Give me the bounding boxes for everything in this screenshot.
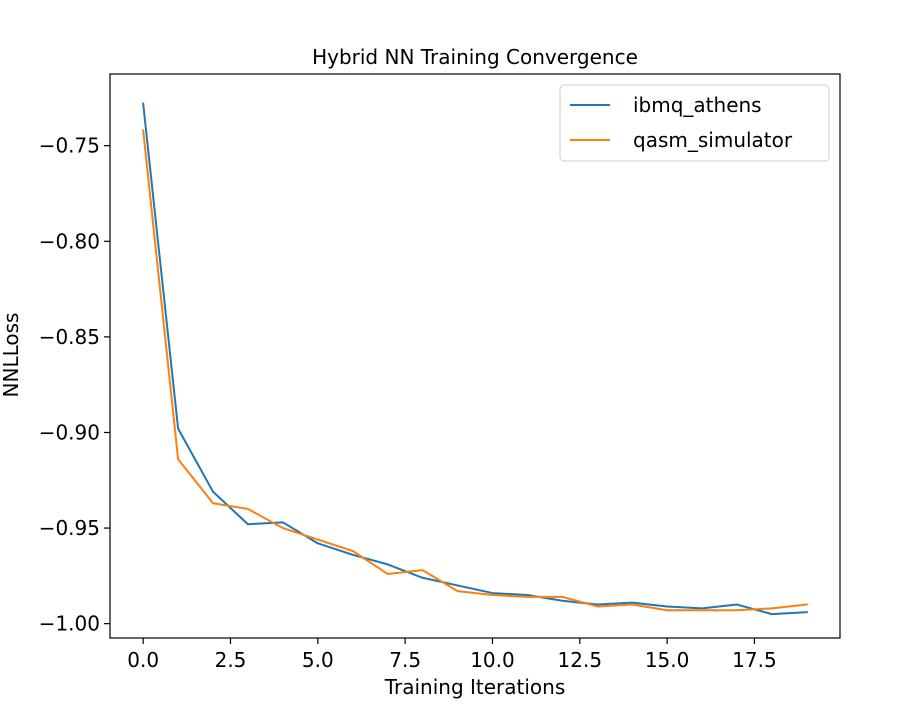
y-tick-label: −0.80 xyxy=(39,229,100,253)
x-tick-label: 15.0 xyxy=(645,648,690,672)
x-tick-label: 12.5 xyxy=(558,648,603,672)
series-line-qasm_simulator xyxy=(142,129,808,612)
legend-label-qasm_simulator: qasm_simulator xyxy=(633,128,793,152)
y-tick-label: −0.75 xyxy=(39,134,100,158)
y-tick-label: −1.00 xyxy=(39,612,100,636)
chart-title: Hybrid NN Training Convergence xyxy=(312,45,638,69)
legend-label-ibmq_athens: ibmq_athens xyxy=(633,93,762,117)
series-line-ibmq_athens xyxy=(142,102,808,616)
x-tick-label: 7.5 xyxy=(389,648,421,672)
axes: 0.0 2.5 5.0 7.5 10.0 12.5 15.0 17.5 −1.00 −0.95 −0… xyxy=(39,73,841,672)
x-tick-label: 0.0 xyxy=(127,648,159,672)
x-tick-label: 17.5 xyxy=(732,648,777,672)
axes-frame xyxy=(109,73,841,639)
x-tick-label: 5.0 xyxy=(302,648,334,672)
x-axis-label: Training Iterations xyxy=(384,675,566,699)
y-tick-label: −0.90 xyxy=(39,420,100,444)
legend: ibmq_athens qasm_simulator xyxy=(559,84,830,162)
y-tick-label: −0.85 xyxy=(39,325,100,349)
y-tick-label: −0.95 xyxy=(39,516,100,540)
x-tick-label: 2.5 xyxy=(215,648,247,672)
legend-box xyxy=(559,84,830,162)
plot-area xyxy=(142,102,808,616)
y-axis-label: NNLLoss xyxy=(0,313,23,398)
x-tick-label: 10.0 xyxy=(470,648,515,672)
